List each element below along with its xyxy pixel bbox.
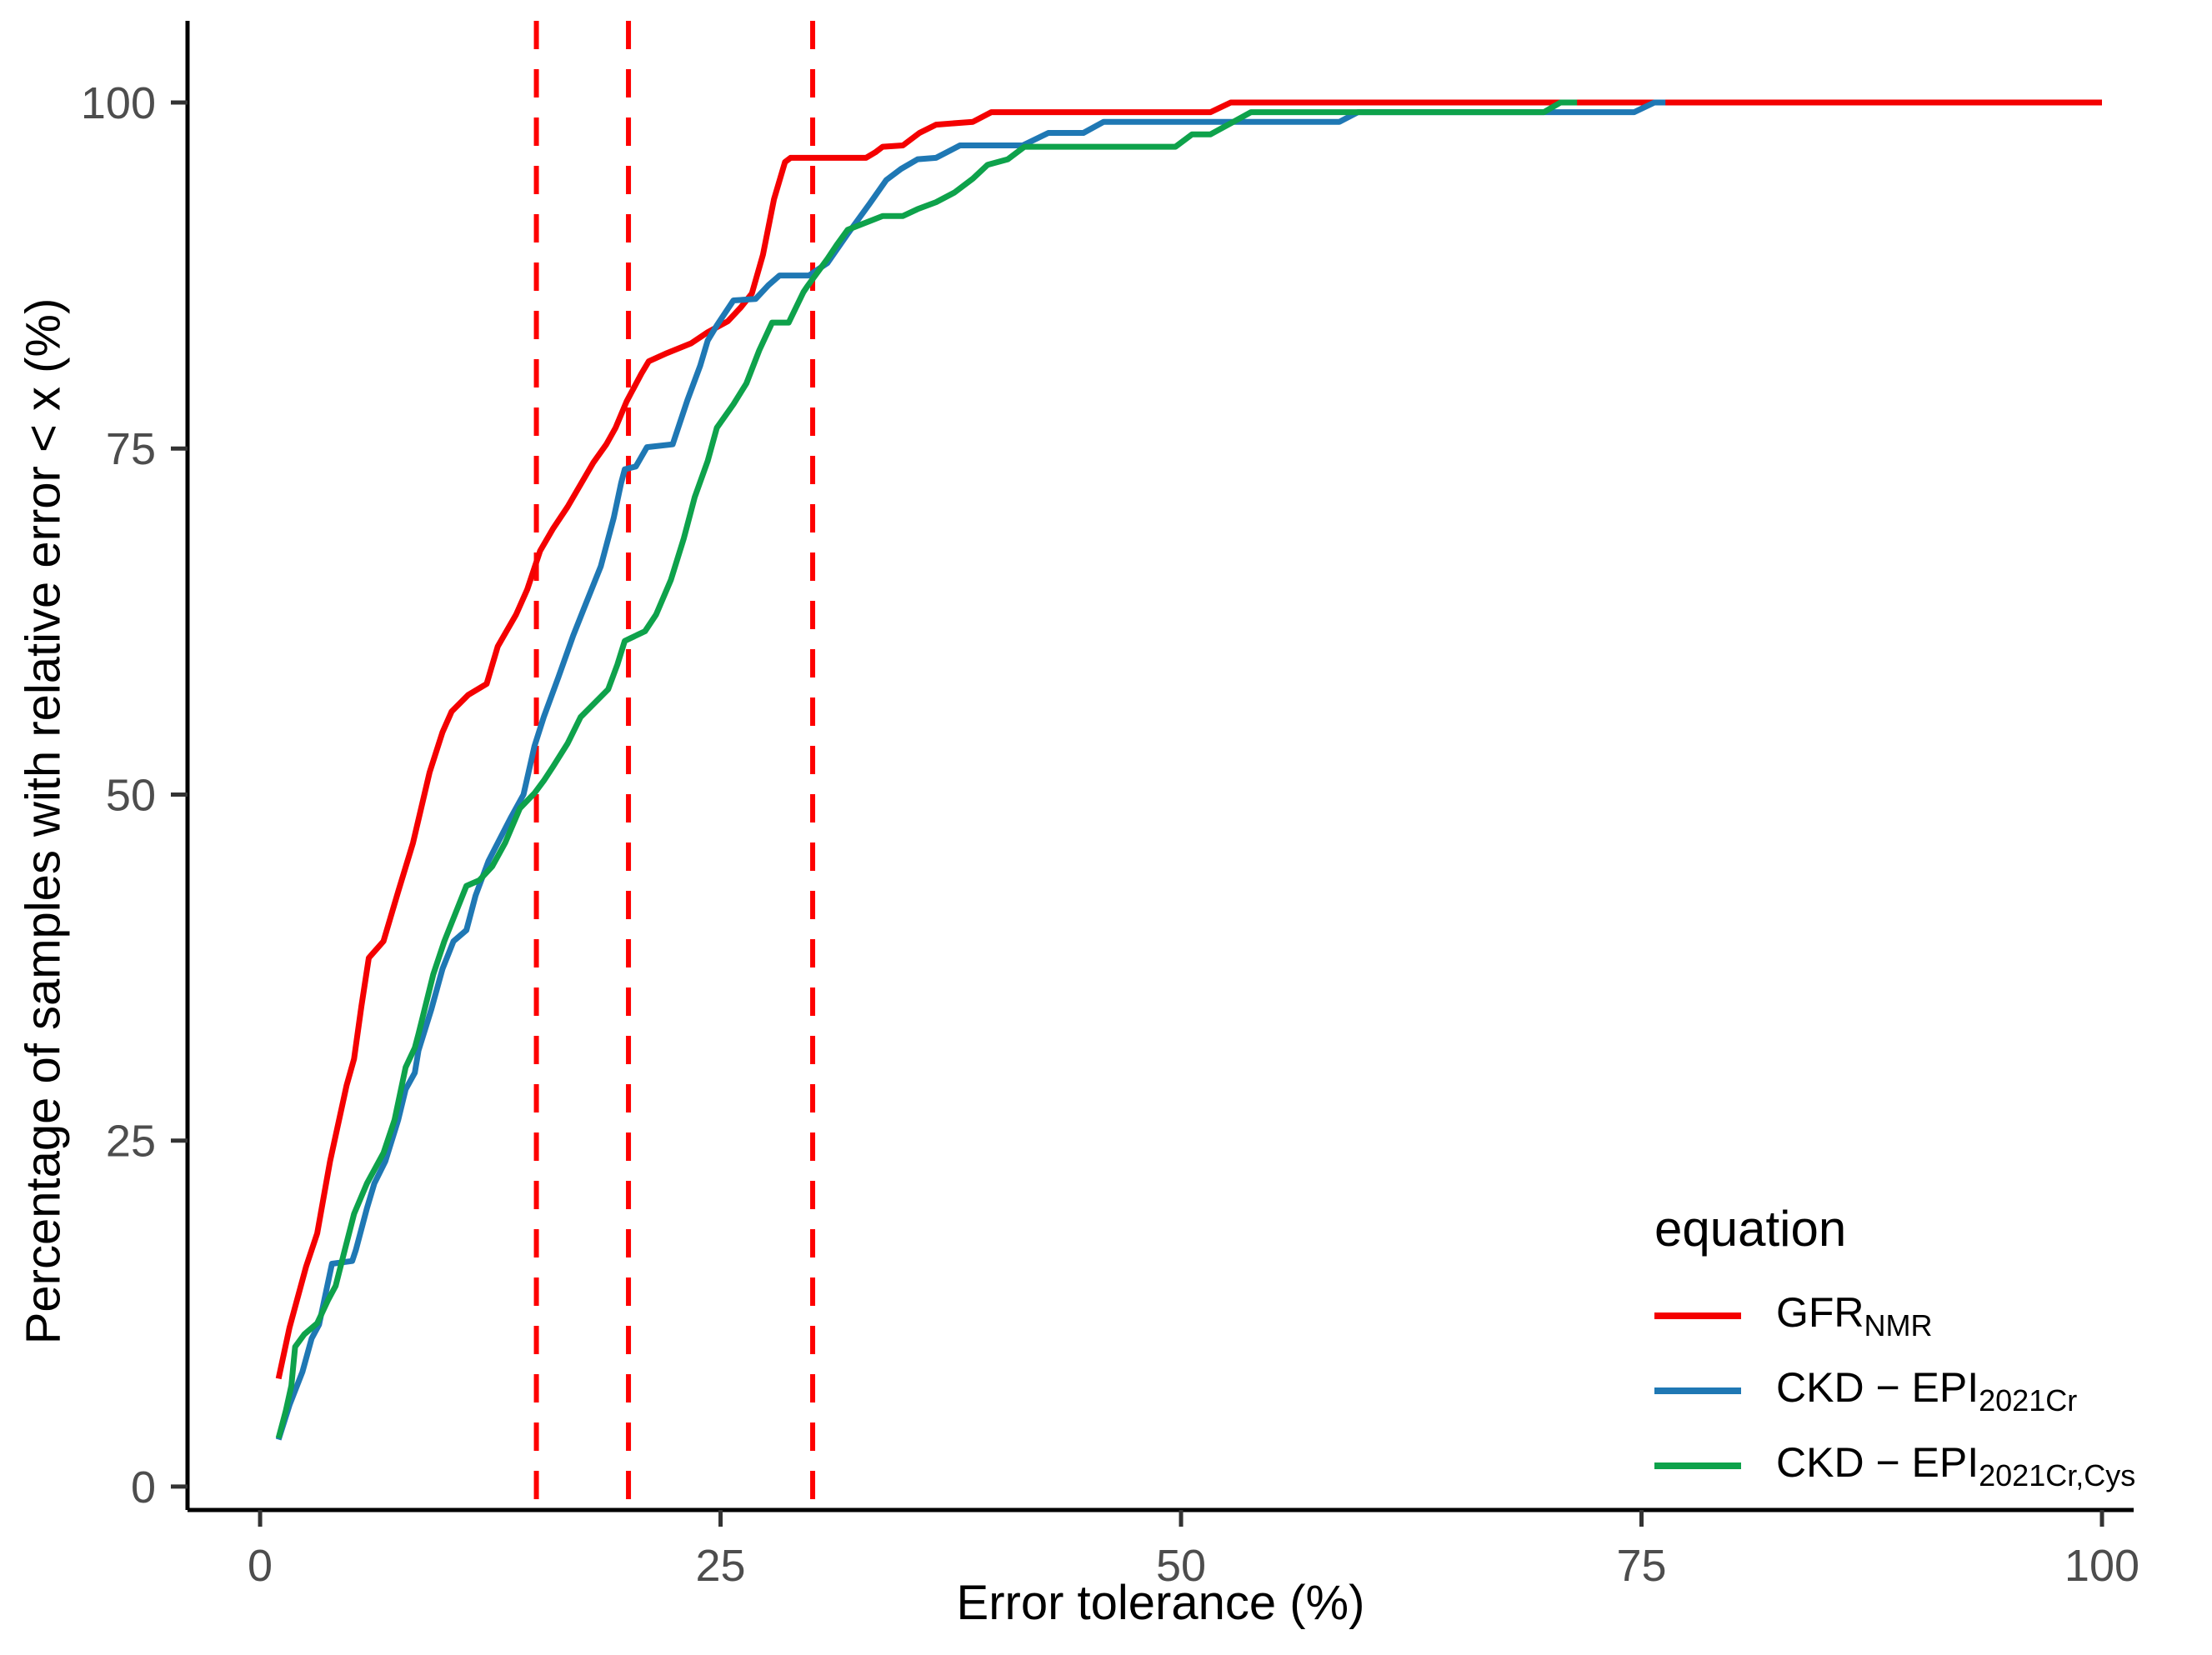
y-axis-title: Percentage of samples with relative erro… [16, 298, 71, 1345]
y-tick-label: 0 [131, 1462, 156, 1512]
legend-entry-ckd-epi-2021cr-cys: CKD − EPI2021Cr,Cys [1654, 1439, 2135, 1492]
x-tick-label: 25 [696, 1541, 746, 1591]
legend-key-blue-line [1654, 1388, 1741, 1394]
y-tick-label: 25 [106, 1117, 156, 1167]
legend-key-red-line [1654, 1312, 1741, 1319]
x-tick-label: 75 [1616, 1541, 1666, 1591]
legend-key-green-line [1654, 1462, 1741, 1469]
legend-label-main: CKD − EPI [1776, 1364, 1979, 1411]
series-curve-CKD-EPI_2021Cr [275, 99, 1666, 1441]
legend-title: equation [1654, 1201, 1847, 1257]
legend-entry-ckd-epi-2021cr: CKD − EPI2021Cr [1654, 1364, 2135, 1418]
legend-label-sub: 2021Cr [1979, 1383, 2078, 1418]
legend: equation GFRNMR CKD − EPI2021Cr CKD − EP… [1654, 1200, 2135, 1514]
legend-label-main: CKD − EPI [1776, 1439, 1979, 1486]
legend-label-main: GFR [1776, 1289, 1864, 1336]
x-tick-label: 100 [2064, 1541, 2139, 1591]
legend-entry-gfr-nmr: GFRNMR [1654, 1289, 2135, 1342]
series-curve-GFR_NMR [275, 99, 2102, 1380]
x-tick-label: 0 [248, 1541, 273, 1591]
series-curve-CKD-EPI_2021Cr,Cys [275, 99, 1578, 1439]
y-tick-label: 75 [106, 424, 156, 474]
x-axis-title: Error tolerance (%) [956, 1576, 1365, 1630]
y-tick-label: 100 [81, 78, 156, 128]
x-tick-label: 50 [1156, 1541, 1206, 1591]
y-tick-label: 50 [106, 770, 156, 820]
legend-label-sub: 2021Cr,Cys [1979, 1458, 2136, 1492]
legend-label-sub: NMR [1864, 1308, 1933, 1342]
